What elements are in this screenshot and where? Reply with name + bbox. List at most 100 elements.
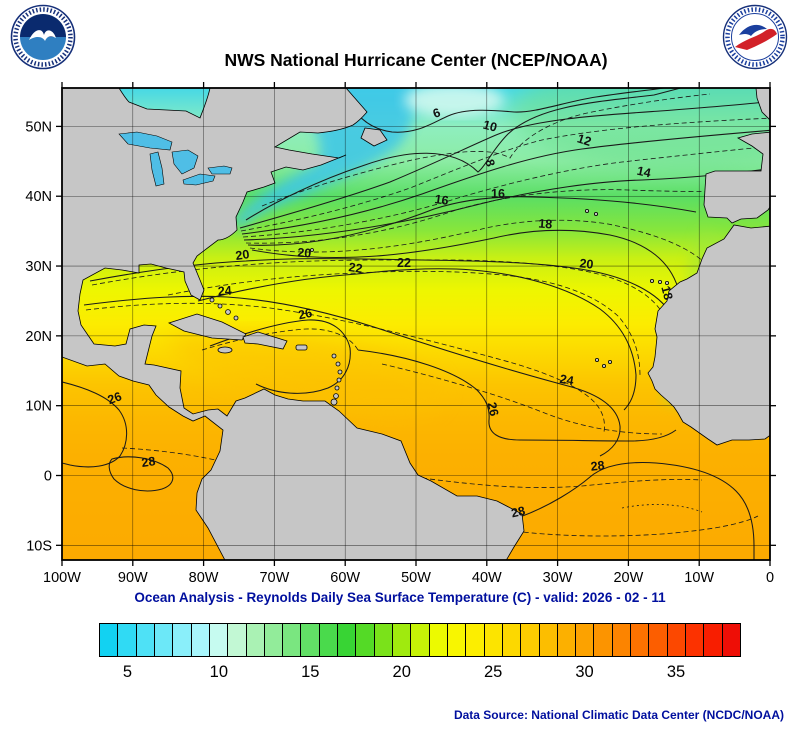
colorbar-cell xyxy=(594,624,613,656)
contour-label: 18 xyxy=(538,217,553,232)
lat-label: 0 xyxy=(44,469,52,485)
nws-seal-icon xyxy=(722,4,788,70)
colorbar-labels: 5 10 15 20 25 30 35 xyxy=(100,663,740,689)
colorbar-cell xyxy=(136,624,155,656)
colorbar-cell xyxy=(704,624,723,656)
colorbar-cell xyxy=(283,624,302,656)
land-canary-islands xyxy=(650,278,670,285)
colorbar-cell xyxy=(649,624,668,656)
colorbar-cell xyxy=(631,624,650,656)
noaa-logo xyxy=(10,4,76,70)
colorbar-tick-label: 20 xyxy=(392,663,411,681)
colorbar-tick-label: 15 xyxy=(301,663,320,681)
land-africa xyxy=(647,224,770,446)
lake-superior xyxy=(118,131,173,151)
colorbar-cell xyxy=(191,624,210,656)
colorbar-cell xyxy=(612,624,632,656)
colorbar-tick-label: 25 xyxy=(483,663,503,681)
red-swoosh-icon xyxy=(735,28,777,51)
contour-label: 26 xyxy=(485,401,502,418)
contour-label: 10 xyxy=(482,118,499,135)
lon-label: 50W xyxy=(401,570,431,585)
colorbar-cells xyxy=(99,623,741,657)
contour-label-layer: 6 10 8 12 14 16 16 18 18 20 20 20 22 22 24 24 26 26 26 28 28… xyxy=(106,105,676,520)
land-layer xyxy=(62,88,770,560)
colorbar-cell xyxy=(539,624,558,656)
lake-michigan xyxy=(149,151,165,187)
contour-label: 16 xyxy=(491,187,505,201)
contour-label: 26 xyxy=(106,389,124,407)
lon-label: 20W xyxy=(613,570,643,585)
colorbar-cell xyxy=(228,624,247,656)
colorbar-legend: 5 10 15 20 25 30 35 xyxy=(99,623,741,681)
colorbar-cell xyxy=(118,624,137,656)
plot-frame xyxy=(61,87,771,561)
land-lesser-antilles xyxy=(330,353,343,406)
colorbar-cell xyxy=(557,624,577,656)
gull-icon xyxy=(29,30,56,41)
land-jamaica xyxy=(217,346,233,354)
colorbar-cell xyxy=(301,624,320,656)
contour-label: 28 xyxy=(510,504,527,521)
contour-label: 26 xyxy=(297,306,314,323)
northeast-warm-patch xyxy=(512,88,770,172)
contour-label: 18 xyxy=(658,284,675,301)
lon-label: 70W xyxy=(259,570,289,585)
lat-label: 10S xyxy=(26,538,52,554)
colorbar-cell xyxy=(521,624,540,656)
land-bahamas xyxy=(209,297,239,321)
lake-erie xyxy=(182,173,216,186)
land-hispaniola xyxy=(242,331,288,350)
colorbar-cell xyxy=(686,624,705,656)
land-azores xyxy=(585,209,599,217)
colorbar-cell xyxy=(502,624,522,656)
colorbar-cell xyxy=(466,624,485,656)
contour-label: 16 xyxy=(434,192,450,208)
contour-label: 22 xyxy=(348,260,364,276)
land-france-iberia xyxy=(703,131,770,224)
colorbar-cell xyxy=(319,624,339,656)
lon-label: 100W xyxy=(43,570,81,585)
colorbar-cell xyxy=(246,624,265,656)
contour-label: 14 xyxy=(636,164,653,181)
colorbar-cell xyxy=(429,624,448,656)
map-subtitle: Ocean Analysis - Reynolds Daily Sea Surf… xyxy=(134,590,666,605)
colorbar-cell xyxy=(209,624,229,656)
lat-label: 20N xyxy=(25,329,52,345)
lon-label: 0 xyxy=(766,570,774,585)
land-newfoundland xyxy=(360,127,388,147)
lake-ontario xyxy=(207,165,233,175)
colorbar-tick-label: 10 xyxy=(209,663,229,681)
lon-label: 90W xyxy=(118,570,148,585)
colorbar-cell xyxy=(100,624,119,656)
nws-logo xyxy=(722,4,788,70)
colorbar-tick-label: 30 xyxy=(575,663,594,681)
colorbar-cell xyxy=(356,624,375,656)
land-england xyxy=(755,88,770,121)
contour-label: 20 xyxy=(235,247,251,263)
noaa-seal-icon xyxy=(10,4,76,70)
blue-bird-icon xyxy=(739,24,767,36)
colorbar-cell xyxy=(393,624,412,656)
colorbar-cell xyxy=(411,624,430,656)
isotherms-solid xyxy=(62,88,770,560)
colorbar-cell xyxy=(264,624,284,656)
land-puerto-rico xyxy=(295,344,308,351)
colorbar-cell xyxy=(374,624,393,656)
lat-label: 30N xyxy=(25,259,52,275)
contour-label: 24 xyxy=(217,284,232,299)
sst-map: 100W 90W 80W 70W 60W 50W 40W 30W 20W 10W 0 50N 40N 30… xyxy=(25,82,776,585)
colorbar-cell xyxy=(484,624,503,656)
contour-label: 20 xyxy=(297,246,312,261)
colorbar-cell xyxy=(576,624,595,656)
lon-label: 10W xyxy=(684,570,714,585)
land-bermuda xyxy=(310,248,314,252)
lon-label: 80W xyxy=(189,570,219,585)
contour-label: 24 xyxy=(559,372,575,388)
page-title: NWS National Hurricane Center (NCEP/NOAA… xyxy=(224,50,608,70)
colorbar-cell xyxy=(338,624,357,656)
great-lakes xyxy=(118,131,233,187)
colorbar-tick-label: 35 xyxy=(666,663,686,681)
data-source-note: Data Source: National Climatic Data Cent… xyxy=(453,708,784,722)
